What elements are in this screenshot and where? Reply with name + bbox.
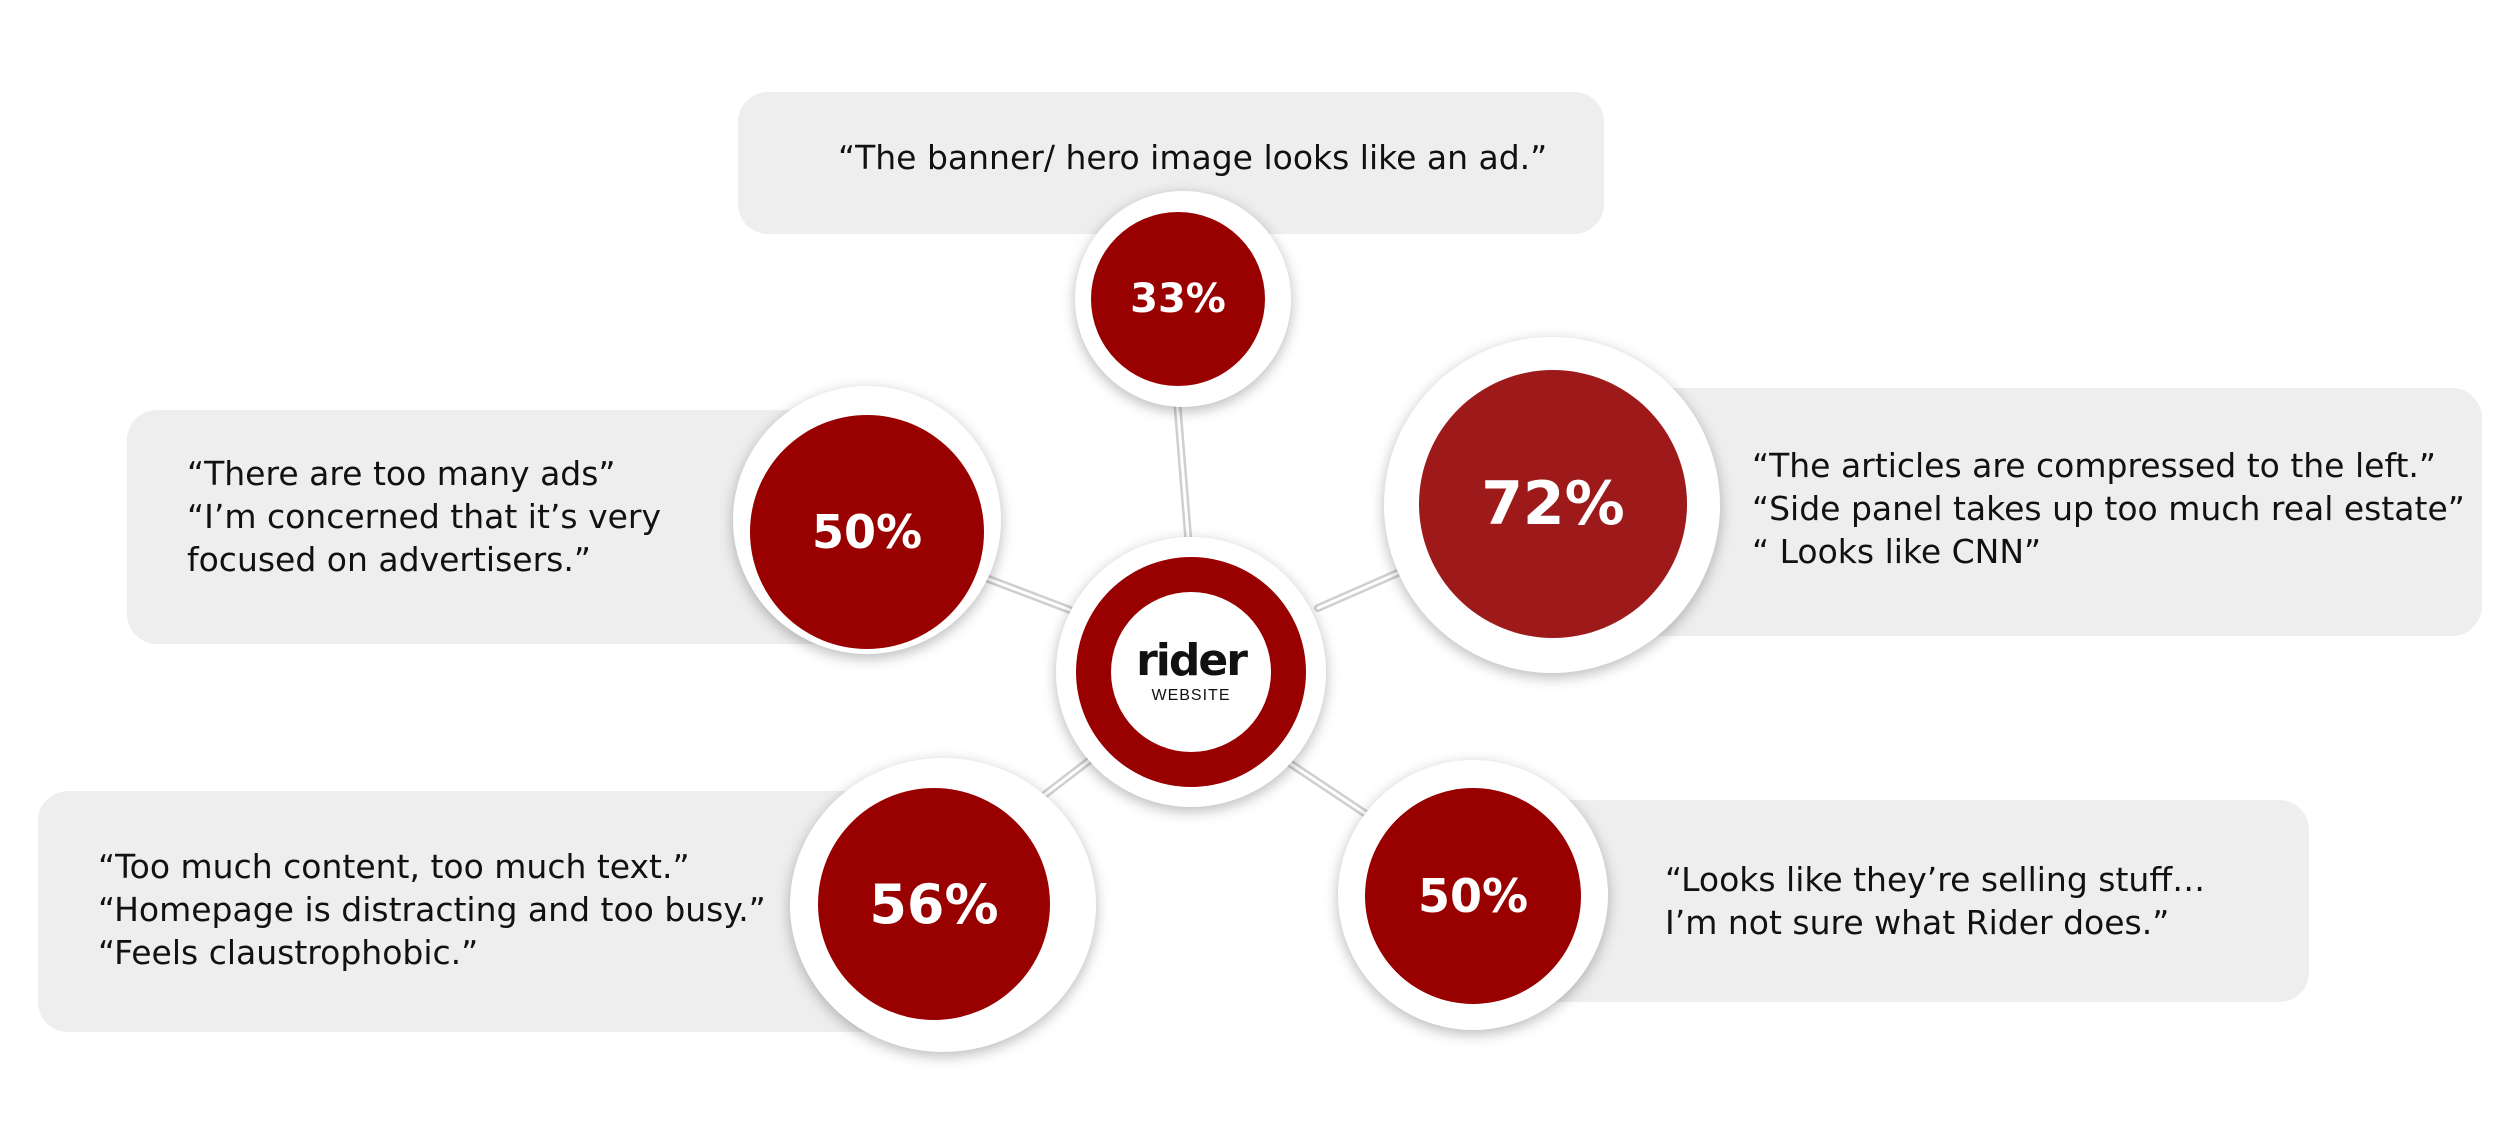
quote-line: “There are too many ads”: [187, 454, 616, 493]
quote-line: “ Looks like CNN”: [1752, 532, 2042, 571]
quote-line: “I’m concerned that it’s very: [187, 497, 662, 536]
quote-line: “Feels claustrophobic.”: [98, 933, 479, 972]
quote-bubble-bottom-left: [38, 791, 908, 1032]
stat-percent: 72%: [1481, 469, 1625, 539]
stat-percent: 50%: [1417, 869, 1529, 923]
logo-wordmark: rider: [1136, 635, 1248, 686]
quote-line: “Homepage is distracting and too busy.”: [98, 890, 766, 929]
stat-percent: 50%: [811, 505, 923, 559]
stat-percent: 33%: [1130, 276, 1226, 322]
quote-text-left: “There are too many ads” “I’m concerned …: [187, 452, 661, 581]
quote-text-right: “The articles are compressed to the left…: [1752, 444, 2465, 573]
rider-logo: rider WEBSITE: [1111, 592, 1271, 752]
quote-line: “The banner/ hero image looks like an ad…: [838, 138, 1548, 177]
stat-circle-right: 72%: [1419, 370, 1687, 638]
quote-line: focused on advertisers.”: [187, 540, 591, 579]
stat-circle-bottom-right: 50%: [1365, 788, 1581, 1004]
quote-line: I’m not sure what Rider does.”: [1665, 903, 2170, 942]
quote-text-bottom-right: “Looks like they’re selling stuff… I’m n…: [1665, 858, 2205, 944]
quote-text-top: “The banner/ hero image looks like an ad…: [838, 136, 1547, 179]
quote-line: “Too much content, too much text.”: [98, 847, 690, 886]
logo-subtitle: WEBSITE: [1151, 687, 1231, 704]
quote-line: “The articles are compressed to the left…: [1752, 446, 2437, 485]
stat-percent: 56%: [869, 872, 999, 936]
quote-line: “Side panel takes up too much real estat…: [1752, 489, 2465, 528]
quote-text-bottom-left: “Too much content, too much text.” “Home…: [98, 845, 766, 974]
stat-circle-bottom-left: 56%: [818, 788, 1050, 1020]
stat-circle-left: 50%: [750, 415, 984, 649]
stat-circle-top: 33%: [1091, 212, 1265, 386]
quote-line: “Looks like they’re selling stuff…: [1665, 860, 2206, 899]
